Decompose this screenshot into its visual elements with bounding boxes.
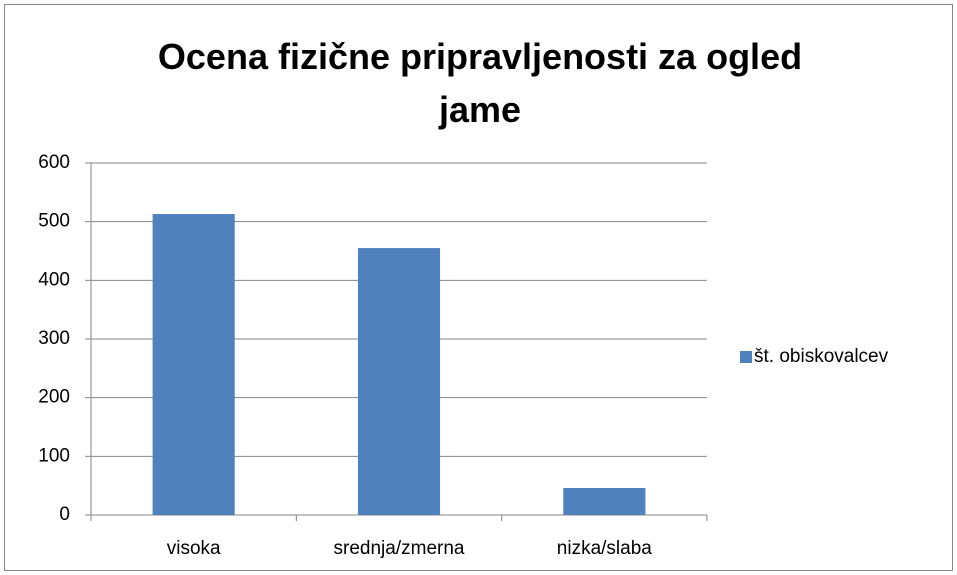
y-tick-label: 200 <box>38 387 70 408</box>
bar <box>152 214 235 516</box>
y-tick-label: 600 <box>38 152 70 173</box>
bar <box>563 488 646 515</box>
legend-label: št. obiskovalcev <box>754 346 889 367</box>
y-tick-label: 0 <box>59 504 70 525</box>
y-tick-label: 500 <box>38 211 70 232</box>
x-tick-label: visoka <box>167 538 221 559</box>
bar <box>357 248 441 516</box>
y-tick-label: 300 <box>38 328 70 349</box>
chart-title: Ocena fizične pripravljenosti za ogled j… <box>157 36 803 130</box>
y-tick-label: 400 <box>38 269 70 290</box>
legend-swatch <box>740 351 752 363</box>
x-tick-label: srednja/zmerna <box>334 538 465 559</box>
y-tick-label: 100 <box>38 445 70 466</box>
x-tick-label: nizka/slaba <box>557 538 652 559</box>
